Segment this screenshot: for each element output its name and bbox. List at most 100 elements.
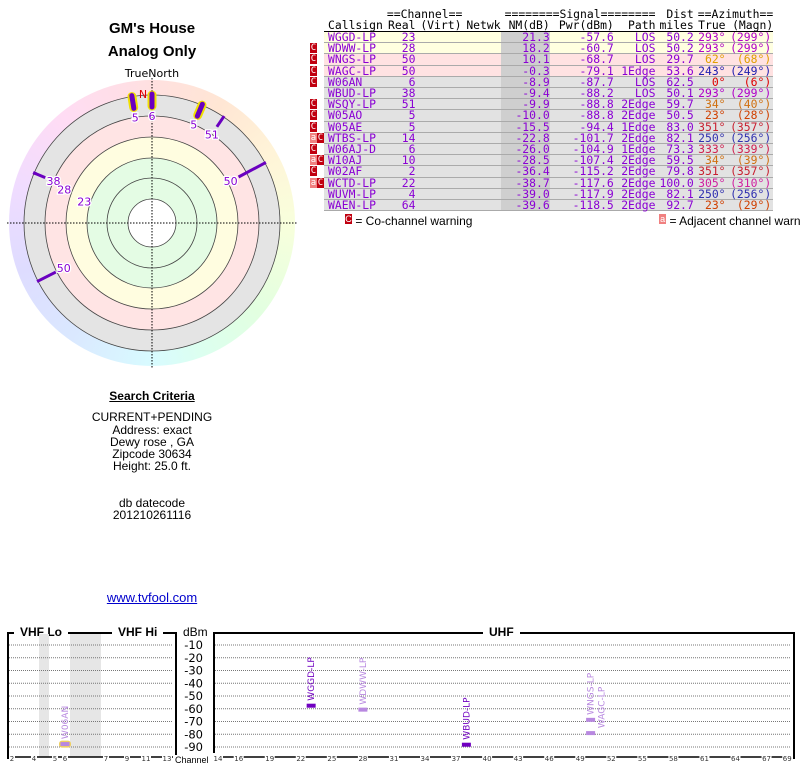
warning-legend: C = Co-channel warning a = Adjacent chan…: [345, 214, 800, 228]
callsign[interactable]: WAGC-LP: [324, 65, 383, 77]
noise-margin: -9.9: [500, 98, 550, 111]
channel-tick-label: 28: [358, 755, 367, 763]
path: 2Edge: [613, 154, 656, 167]
station-row[interactable]: C WAGC-LP 50 -0.3 -79.1 1Edge 53.6 243° …: [310, 65, 774, 77]
callsign[interactable]: WSQY-LP: [324, 98, 383, 111]
tick-bg: [103, 753, 109, 762]
polar-station-marker: [237, 161, 267, 179]
azimuth-true: 250°: [693, 132, 726, 145]
path: 2Edge: [613, 98, 656, 111]
warning-cell: C: [310, 121, 324, 133]
station-row[interactable]: WGGD-LP 23 21.3 -57.6 LOS 50.2 293° (299…: [310, 31, 774, 44]
power: -88.8: [549, 98, 614, 111]
azimuth-true: 34°: [693, 98, 726, 111]
azimuth-magnetic: (357°): [725, 166, 774, 178]
station-row[interactable]: WUVM-LP 4 -39.0 -117.9 2Edge 82.1 250° (…: [310, 188, 774, 201]
channel-tick-label: 16: [234, 755, 243, 763]
analog-only-subtitle: Analog Only: [107, 43, 197, 60]
callsign[interactable]: WUVM-LP: [324, 188, 383, 201]
station-row[interactable]: C W05AE 5 -15.5 -94.4 1Edge 83.0 351° (3…: [310, 121, 774, 133]
callsign[interactable]: WGGD-LP: [324, 31, 383, 44]
station-row[interactable]: WBUD-LP 38 -9.4 -88.2 LOS 50.1 293° (299…: [310, 87, 774, 100]
distance: 50.5: [655, 110, 694, 122]
noise-margin: -39.0: [500, 188, 550, 201]
station-row[interactable]: C WDWW-LP 28 18.2 -60.7 LOS 50.2 293° (2…: [310, 42, 774, 55]
location-title: GM's House: [108, 20, 196, 37]
power: -88.2: [549, 87, 614, 100]
callsign[interactable]: WTBS-LP: [324, 132, 383, 145]
channel-tick-label: 22: [296, 755, 305, 763]
tick-bg: [264, 753, 275, 762]
callsign[interactable]: W10AJ: [324, 154, 383, 167]
virtual-channel: [415, 42, 463, 55]
path: LOS: [613, 54, 656, 66]
path: LOS: [613, 42, 656, 55]
criteria-line: Dewy rose , GA: [109, 434, 195, 449]
polar-station-marker: [215, 115, 226, 128]
azimuth-magnetic: (299°): [725, 42, 774, 55]
tick-bg: [213, 753, 223, 762]
azimuth-magnetic: (6°): [725, 76, 774, 89]
spectrum-station-marker: [586, 717, 596, 722]
network: [462, 98, 501, 111]
callsign[interactable]: W05AE: [324, 121, 383, 133]
station-row[interactable]: C W06AJ-D 6 -26.0 -104.9 1Edge 73.3 333°…: [310, 143, 774, 156]
virtual-channel: [415, 87, 463, 100]
channel-tick-label: 67: [762, 755, 771, 763]
distance: 62.5: [655, 76, 694, 89]
azimuth-magnetic: (310°): [725, 177, 774, 189]
warning-cell: C: [310, 42, 324, 54]
callsign[interactable]: W05AO: [324, 110, 383, 122]
station-row[interactable]: C W06AN 6 -8.9 -87.7 LOS 62.5 0° (6°): [310, 76, 774, 89]
azimuth-magnetic: (28°): [725, 110, 774, 122]
station-row[interactable]: C W02AF 2 -36.4 -115.2 2Edge 79.8 351° (…: [310, 166, 774, 178]
channel-tick-label: 52: [607, 755, 616, 763]
real-channel: 50: [382, 54, 416, 66]
co-channel-warning-icon: C: [310, 121, 317, 132]
station-row[interactable]: WAEN-LP 64 -39.6 -118.5 2Edge 92.7 23° (…: [310, 199, 774, 212]
callsign[interactable]: WDWW-LP: [324, 42, 383, 55]
tick-bg: [761, 753, 772, 762]
spectrum-station-label: WBUD-LP: [462, 697, 472, 740]
path: 1Edge: [613, 65, 656, 77]
callsign[interactable]: W06AN: [324, 76, 383, 89]
virtual-channel: [415, 121, 463, 133]
tick-bg: [124, 753, 130, 762]
warning-cell: [310, 31, 324, 43]
warning-cell: C: [310, 109, 324, 122]
callsign[interactable]: WBUD-LP: [324, 87, 383, 100]
station-row[interactable]: C W05AO 5 -10.0 -88.8 2Edge 50.5 23° (28…: [310, 109, 774, 122]
azimuth-magnetic: (68°): [725, 54, 774, 66]
tick-bg: [451, 753, 462, 762]
col-nm: NM(dB): [500, 20, 550, 32]
tick-bg: [233, 753, 244, 762]
network: [462, 87, 501, 100]
polar-channel-label: 51: [205, 128, 219, 141]
real-channel: 5: [382, 121, 416, 133]
tick-bg: [606, 753, 617, 762]
virtual-channel: [415, 76, 463, 89]
station-row[interactable]: C WSQY-LP 51 -9.9 -88.8 2Edge 59.7 34° (…: [310, 98, 774, 111]
spectrum-station-label: WAGC-LP: [598, 686, 608, 728]
channel-tick-label: 64: [731, 755, 740, 763]
callsign[interactable]: W02AF: [324, 166, 383, 178]
polar-channel-label: 23: [77, 195, 91, 208]
distance: 50.1: [655, 87, 694, 100]
station-row[interactable]: C WNGS-LP 50 10.1 -68.7 LOS 29.7 62° (68…: [310, 54, 774, 66]
network: [462, 177, 501, 189]
search-criteria: Search Criteria CURRENT+PENDING Address:…: [0, 390, 304, 522]
callsign[interactable]: W06AJ-D: [324, 143, 383, 156]
callsign[interactable]: WAEN-LP: [324, 199, 383, 212]
azimuth-magnetic: (249°): [725, 65, 774, 77]
co-channel-warning-icon: C: [317, 155, 324, 166]
channel-tick-label: 34: [421, 755, 430, 763]
callsign[interactable]: WNGS-LP: [324, 54, 383, 66]
tvfool-link[interactable]: www.tvfool.com: [106, 590, 198, 605]
callsign[interactable]: WCTD-LP: [324, 177, 383, 189]
